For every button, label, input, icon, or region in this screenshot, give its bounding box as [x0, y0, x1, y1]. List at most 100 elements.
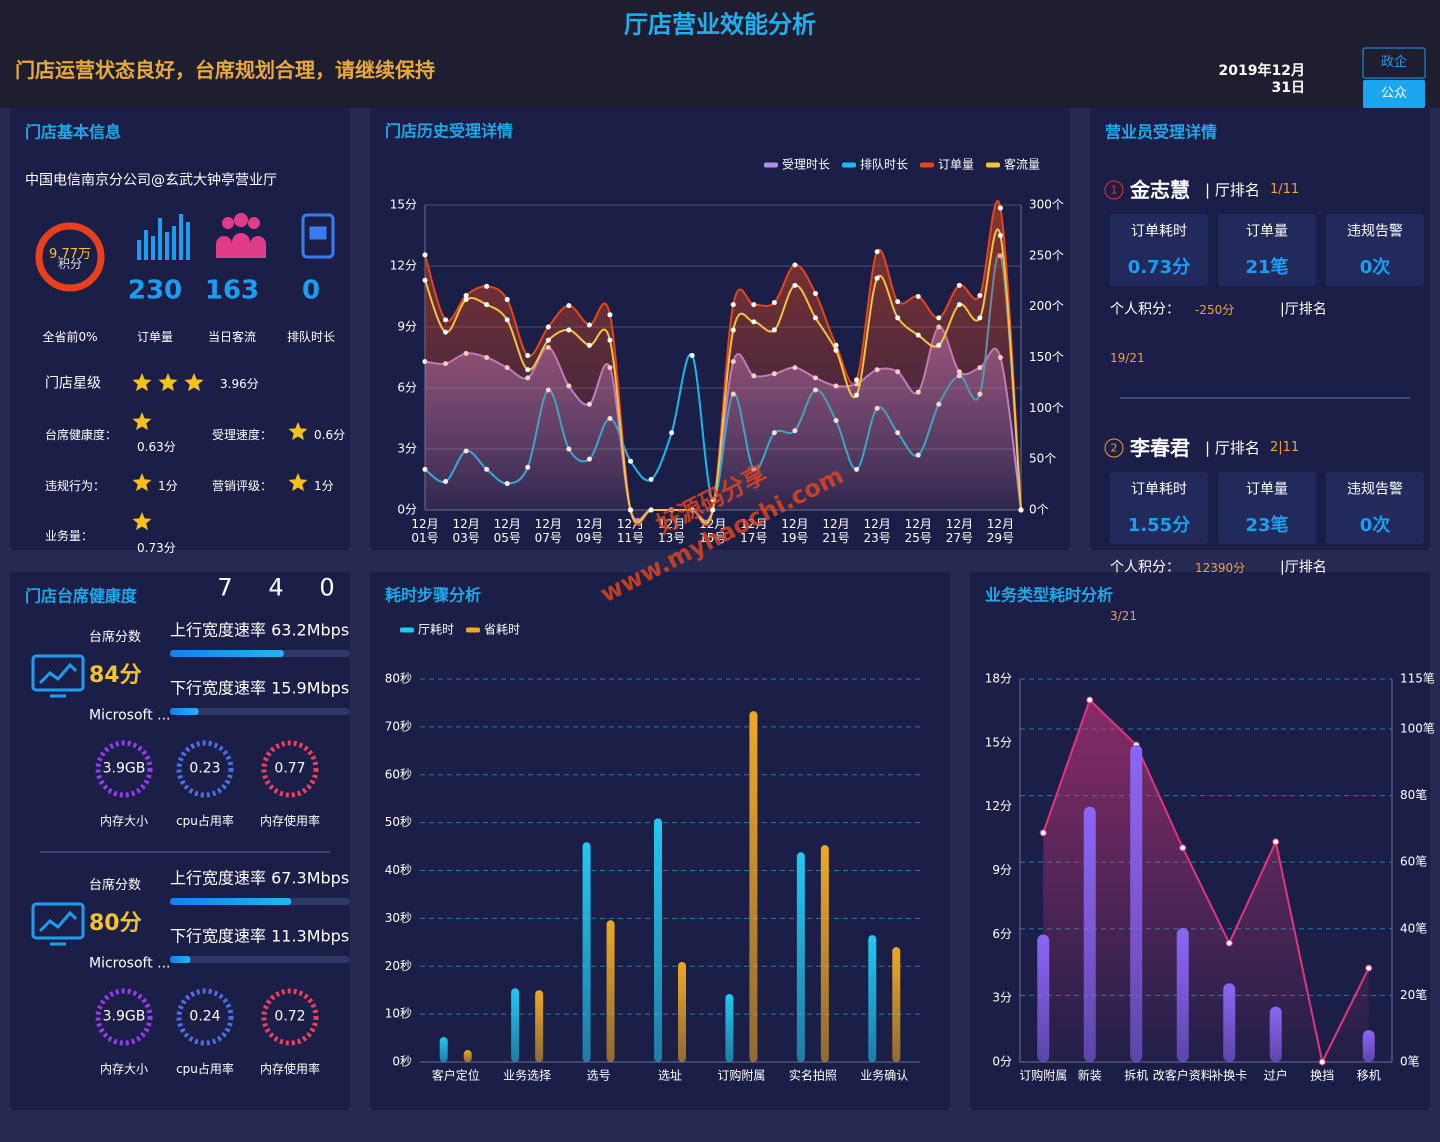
bar — [535, 990, 544, 1062]
page-title: 厅店营业效能分析 — [624, 10, 816, 39]
point — [689, 352, 695, 358]
point — [1365, 964, 1373, 972]
star-icon — [132, 473, 152, 492]
point — [874, 275, 880, 281]
gauge-value: 3.9GB — [102, 1008, 146, 1025]
panel — [10, 108, 350, 550]
gauge-value: 0.24 — [189, 1008, 221, 1025]
bar — [511, 988, 520, 1062]
button-frame[interactable] — [1362, 47, 1426, 79]
x-tick-label: 客户定位 — [432, 1068, 480, 1083]
rank2-label: |厅排名 — [1280, 301, 1327, 318]
bar — [463, 1050, 472, 1062]
rate-bar — [170, 898, 292, 905]
tick-label: 80秒 — [385, 672, 412, 686]
rank-number: 2 — [1110, 441, 1118, 455]
bar — [868, 935, 877, 1062]
point — [997, 205, 1003, 211]
bar — [892, 947, 901, 1062]
tick-label: 150个 — [1029, 350, 1064, 364]
point — [545, 337, 551, 343]
hall-rank: 2|11 — [1270, 440, 1300, 456]
x-tick-label: 12月 23号 — [863, 517, 890, 545]
member-points: 12390分 — [1195, 560, 1246, 575]
point — [710, 507, 716, 513]
legend-label: 排队时长 — [860, 157, 908, 172]
score-value: 1分 — [314, 478, 334, 493]
desk-count: 0 — [319, 573, 335, 602]
bar — [582, 842, 591, 1062]
point — [504, 317, 510, 323]
system-name: Microsoft ... — [89, 707, 171, 724]
point — [977, 315, 983, 321]
star-icon — [288, 422, 308, 441]
point — [833, 347, 839, 353]
button[interactable]: 公众 — [1380, 86, 1408, 102]
legend-label: 厅耗时 — [418, 623, 454, 637]
tick-label: 20秒 — [385, 959, 412, 973]
point — [586, 342, 592, 348]
rank-label: | 厅排名 — [1205, 439, 1260, 457]
legend-swatch — [764, 162, 778, 168]
metric-label: 订单耗时 — [1131, 481, 1187, 498]
tick-label: 9分 — [397, 320, 417, 334]
x-tick-label: 订购附属 — [717, 1068, 765, 1083]
bar — [439, 1037, 448, 1062]
desk-score: 84分 — [89, 662, 142, 688]
legend-swatch — [920, 162, 934, 168]
date: 2019年12月31日 — [1218, 63, 1305, 96]
panel-title: 门店基本信息 — [25, 122, 122, 142]
point — [422, 252, 428, 258]
gauge-label: 内存使用率 — [259, 813, 321, 828]
point — [607, 312, 613, 318]
gauge-value: 0.77 — [274, 760, 306, 777]
point — [545, 324, 551, 330]
star-icon — [132, 373, 152, 392]
point — [443, 317, 449, 323]
series-line — [1042, 698, 1370, 1066]
legend-swatch — [842, 162, 856, 168]
x-tick-label: 过户 — [1264, 1068, 1288, 1083]
star-icon — [288, 473, 308, 492]
point — [525, 352, 531, 358]
point — [751, 302, 757, 308]
point — [936, 342, 942, 348]
tick-label: 80笔 — [1400, 787, 1427, 802]
score-label: 台席健康度： — [45, 427, 118, 442]
tick-label: 0分 — [397, 503, 417, 517]
tick-label: 100笔 — [1400, 720, 1435, 735]
x-tick-label: 12月 17号 — [740, 517, 767, 545]
button-frame[interactable] — [1363, 80, 1425, 108]
queue-icon — [301, 213, 335, 259]
tick-label: 12分 — [390, 259, 417, 273]
status-text: 门店运营状态良好，台席规划合理，请继续保持 — [15, 58, 435, 82]
point — [730, 302, 736, 308]
x-tick-label: 业务确认 — [860, 1068, 908, 1083]
x-tick-label: 订购附属 — [1019, 1068, 1067, 1083]
member-points: -250分 — [1195, 302, 1235, 317]
metric-value: 0.73分 — [1127, 257, 1191, 279]
chart-title: 耗时步骤分析 — [385, 586, 481, 605]
x-tick-label: 12月 07号 — [535, 517, 562, 545]
rank-text: 全省前0% — [42, 329, 98, 344]
point — [730, 327, 736, 333]
x-tick-label: 实名拍照 — [789, 1068, 837, 1083]
point — [443, 329, 449, 335]
tick-label: 15分 — [985, 735, 1012, 749]
gauge-ring — [95, 988, 153, 1046]
button[interactable]: 政企 — [1380, 55, 1408, 71]
star-icon — [184, 373, 204, 392]
point — [525, 367, 531, 373]
tick-label: 300个 — [1029, 198, 1064, 212]
gauge-value: 3.9GB — [102, 760, 146, 777]
chart-title: 门店历史受理详情 — [385, 122, 513, 141]
point — [915, 294, 921, 299]
x-tick-label: 新装 — [1078, 1068, 1102, 1083]
metric-label: 订单量 — [1246, 223, 1288, 240]
x-tick-label: 12月 05号 — [494, 517, 521, 545]
panel — [10, 572, 350, 1110]
gauge-ring — [261, 740, 319, 798]
point — [566, 327, 572, 333]
metric-box — [1218, 214, 1316, 286]
legend-swatch — [986, 162, 1000, 168]
